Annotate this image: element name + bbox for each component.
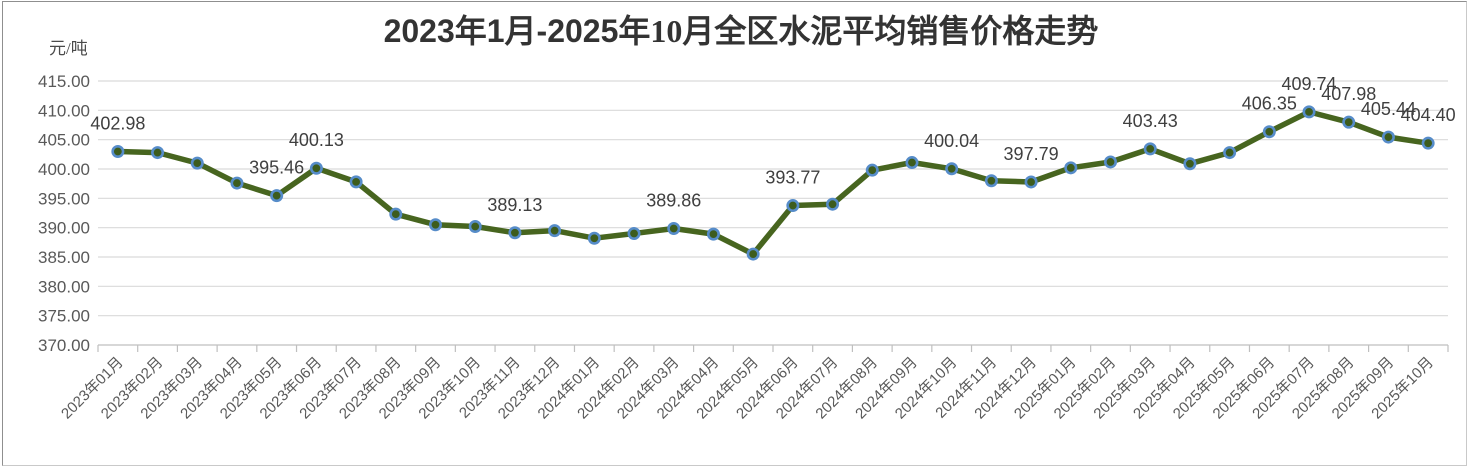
data-point-marker	[349, 175, 363, 189]
price-line	[115, 109, 1431, 257]
y-axis-label: 395.00	[38, 189, 90, 208]
data-point-marker	[190, 156, 204, 170]
data-point-marker	[826, 197, 840, 211]
data-point-marker	[945, 162, 959, 176]
data-point-label: 404.40	[1401, 105, 1456, 125]
y-axis-label: 410.00	[38, 101, 90, 120]
data-point-marker	[984, 174, 998, 188]
data-point-label: 395.46	[249, 158, 304, 178]
data-point-marker	[428, 218, 442, 232]
data-point-marker	[746, 247, 760, 261]
data-point-label: 406.35	[1242, 94, 1297, 114]
data-point-label: 400.13	[289, 130, 344, 150]
data-point-marker	[1223, 146, 1237, 160]
data-point-label: 403.43	[1123, 111, 1178, 131]
data-point-marker	[627, 227, 641, 241]
data-point-label: 389.13	[487, 195, 542, 215]
data-point-label: 409.74	[1281, 74, 1336, 94]
data-point-marker	[468, 219, 482, 233]
data-point-label: 400.04	[924, 131, 979, 151]
chart-canvas: 370.00 375.00 380.00 385.00 390.00 395.00 400.…	[38, 72, 1456, 422]
y-axis-label: 415.00	[38, 72, 90, 91]
data-point-label: 402.98	[90, 114, 145, 134]
data-point-marker	[389, 207, 403, 221]
data-point-marker	[270, 189, 284, 203]
y-axis-label: 375.00	[38, 307, 90, 326]
chart-title-part2: 年10月全区水泥平均销售价格走势	[618, 13, 1099, 49]
data-point-label: 405.44	[1361, 99, 1416, 119]
data-point-marker	[1381, 130, 1395, 144]
data-point-label: 397.79	[1004, 144, 1059, 164]
chart-title-part1: 2023年1月-2025	[383, 13, 619, 49]
data-point-marker	[1342, 115, 1356, 129]
data-point-marker	[309, 161, 323, 175]
y-axis-unit-label: 元/吨	[49, 39, 88, 58]
data-point-marker	[1421, 136, 1435, 150]
data-point-marker	[667, 221, 681, 235]
y-axis-label: 405.00	[38, 131, 90, 150]
y-axis-label: 380.00	[38, 277, 90, 296]
data-point-marker	[111, 145, 125, 159]
data-point-marker	[151, 146, 165, 160]
y-axis-label: 370.00	[38, 336, 90, 355]
data-point-marker	[1302, 105, 1316, 119]
data-point-marker	[1024, 175, 1038, 189]
data-point-marker	[1262, 125, 1276, 139]
data-point-marker	[1183, 157, 1197, 171]
chart-title: 2023年1月-2025年10月全区水泥平均销售价格走势	[384, 12, 1099, 50]
data-point-label: 407.98	[1321, 84, 1376, 104]
data-point-marker	[786, 199, 800, 213]
y-axis-label: 400.00	[38, 160, 90, 179]
y-axis-label: 385.00	[38, 248, 90, 267]
data-point-marker	[905, 156, 919, 170]
data-point-marker	[508, 226, 522, 240]
data-point-marker	[548, 224, 562, 238]
data-point-marker	[1104, 155, 1118, 169]
y-axis-label: 390.00	[38, 219, 90, 238]
data-point-marker	[865, 163, 879, 177]
data-point-marker	[706, 227, 720, 241]
data-point-label: 393.77	[765, 168, 820, 188]
data-point-marker	[1143, 142, 1157, 156]
data-point-marker	[1064, 161, 1078, 175]
data-point-label: 389.86	[646, 190, 701, 210]
data-point-marker	[587, 231, 601, 245]
data-point-marker	[230, 176, 244, 190]
